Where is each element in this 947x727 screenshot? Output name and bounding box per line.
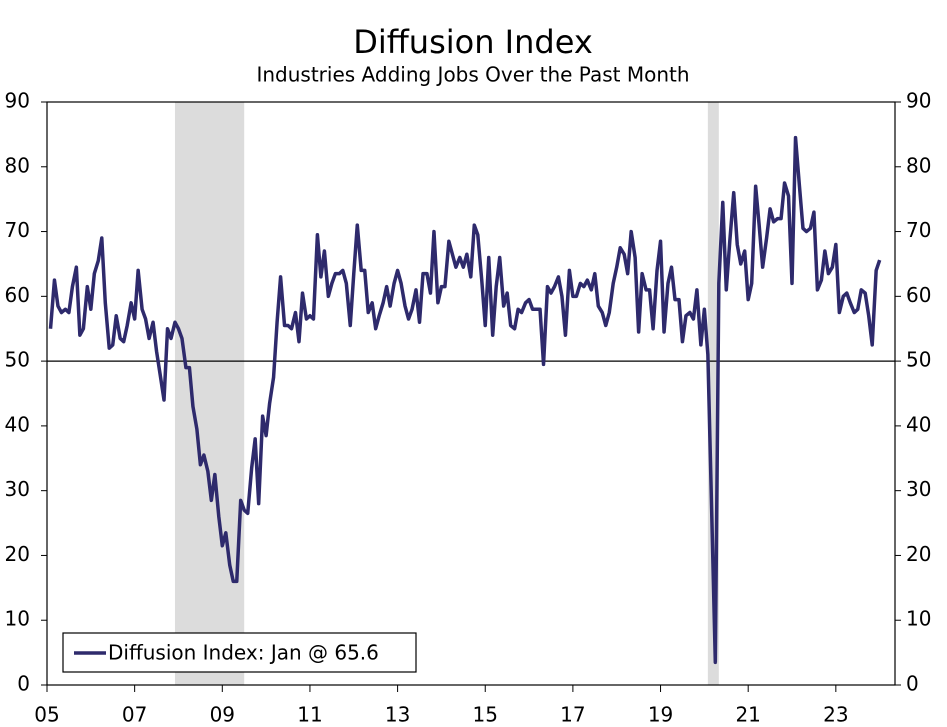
y-tick-label: 10 [5,607,30,631]
y2-tick-label: 20 [906,542,931,566]
y-tick-label: 70 [5,218,30,242]
y2-tick-label: 90 [906,89,931,113]
chart-title: Diffusion Index [353,23,593,61]
y2-tick-label: 70 [906,218,931,242]
y-tick-label: 80 [5,153,30,177]
x-tick-label: 17 [560,703,585,727]
y-tick-label: 30 [5,477,30,501]
y-tick-label: 0 [17,672,30,696]
x-tick-label: 13 [385,703,410,727]
data-line [48,135,882,665]
y2-tick-label: 30 [906,477,931,501]
y-tick-label: 40 [5,412,30,436]
legend: Diffusion Index: Jan @ 65.6 [62,632,417,673]
plot-frame [46,101,896,686]
x-tick-label: 11 [297,703,322,727]
y2-tick-label: 0 [906,672,919,696]
y2-tick-label: 10 [906,607,931,631]
y-tick-label: 20 [5,542,30,566]
shaded-region [707,102,719,685]
x-tick-label: 21 [735,703,760,727]
y2-tick-label: 60 [906,283,931,307]
x-tick-label: 09 [210,703,235,727]
y-tick-label: 50 [5,348,30,372]
y2-tick-label: 50 [906,348,931,372]
y2-tick-label: 80 [906,153,931,177]
y-tick-label: 90 [5,89,30,113]
x-tick-label: 23 [823,703,848,727]
x-tick-label: 19 [648,703,673,727]
x-tick-label: 15 [473,703,498,727]
legend-label: Diffusion Index: Jan @ 65.6 [108,641,379,665]
chart-subtitle: Industries Adding Jobs Over the Past Mon… [256,63,689,87]
x-tick-label: 07 [122,703,147,727]
y2-tick-label: 40 [906,412,931,436]
shaded-region [174,102,245,685]
y-tick-label: 60 [5,283,30,307]
legend-box [62,632,417,673]
x-tick-label: 05 [34,703,59,727]
